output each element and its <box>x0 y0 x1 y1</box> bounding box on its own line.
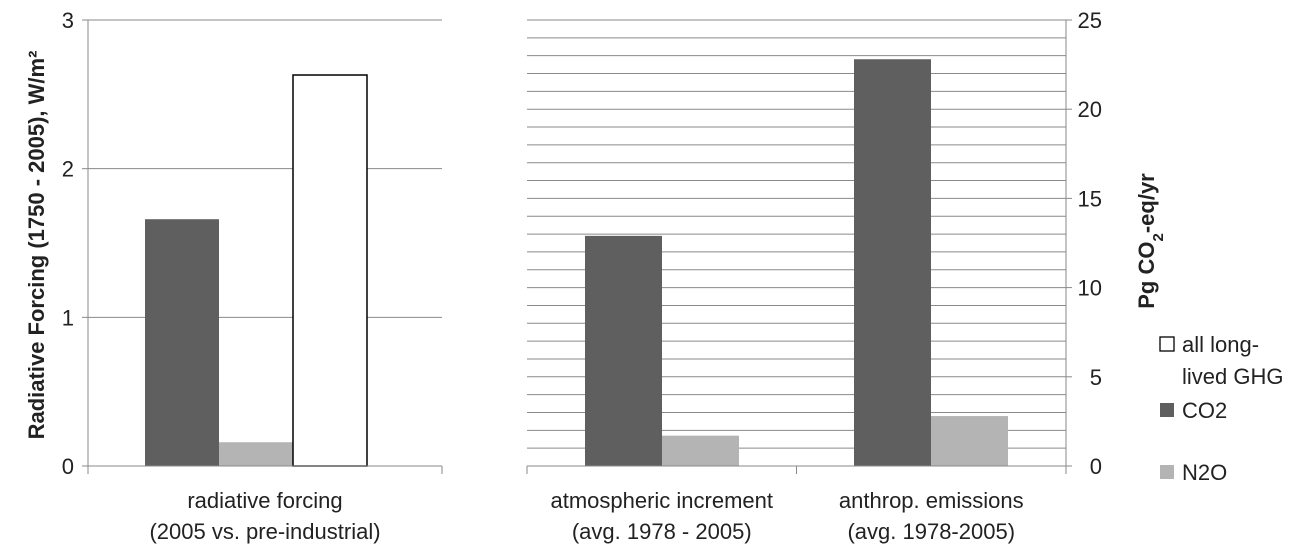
category-label: atmospheric increment <box>550 488 773 513</box>
bar <box>292 74 368 467</box>
legend-label: all long- <box>1182 332 1259 357</box>
y-tick-label: 20 <box>1078 97 1102 122</box>
category-label: (avg. 1978-2005) <box>847 519 1015 544</box>
category-label: radiative forcing <box>187 488 342 513</box>
legend-swatch <box>1160 465 1174 479</box>
left-chart: 0 1 2 3 radiative forcing (2005 vs. pre-indus… <box>24 8 443 544</box>
y-tick-label: 10 <box>1078 276 1102 301</box>
y-tick-label: 25 <box>1078 8 1102 33</box>
y-axis-label-subscript: 2 <box>1150 233 1167 241</box>
bar <box>219 442 293 466</box>
y-axis-label-tail: -eq/yr <box>1134 173 1159 233</box>
bar <box>662 435 739 466</box>
y-axis-label: Radiative Forcing (1750 - 2005), W/m² <box>24 51 49 440</box>
legend-label: CO2 <box>1182 398 1227 423</box>
y-tick-label: 15 <box>1078 186 1102 211</box>
legend: all long-lived GHG CO2 N2O <box>1159 332 1283 485</box>
y-axis-label-main: Pg CO <box>1134 242 1159 309</box>
category-label: anthrop. emissions <box>839 488 1024 513</box>
y-tick-label: 5 <box>1090 365 1102 390</box>
category-label: (2005 vs. pre-industrial) <box>149 519 380 544</box>
bar <box>585 235 662 466</box>
bar <box>854 59 931 467</box>
y-tick-label: 0 <box>1090 454 1102 479</box>
legend-label: N2O <box>1182 460 1227 485</box>
y-tick-label: 1 <box>62 305 74 330</box>
legend-label: lived GHG <box>1182 364 1283 389</box>
y-axis-label: Pg CO2-eq/yr <box>1134 173 1167 309</box>
category-label: (avg. 1978 - 2005) <box>572 519 752 544</box>
y-tick-label: 2 <box>62 157 74 182</box>
bar <box>145 219 219 466</box>
legend-swatch <box>1159 336 1175 352</box>
y-tick-label: 3 <box>62 8 74 33</box>
legend-swatch <box>1160 403 1174 417</box>
right-chart: 0 5 10 15 20 25 atmospheric increment (avg. 197… <box>526 8 1167 544</box>
bar <box>931 416 1008 466</box>
y-tick-label: 0 <box>62 454 74 479</box>
